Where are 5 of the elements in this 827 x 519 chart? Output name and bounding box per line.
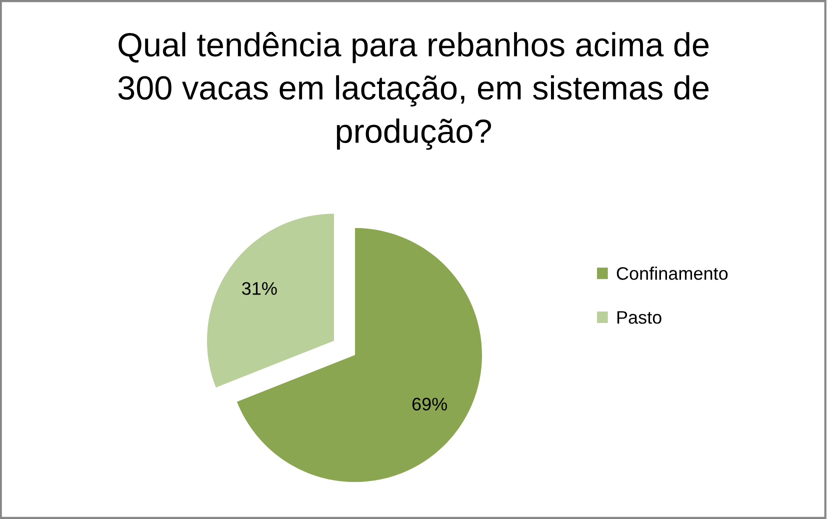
data-label: 69% [412,398,448,411]
data-label: 31% [242,282,277,295]
legend-label: Pasto [617,311,662,324]
chart-title: Qual tendência para rebanhos acima de 300 vacas em lactação, em sistemas de produção? [118,32,709,150]
legend-label: Confinamento [616,266,728,280]
